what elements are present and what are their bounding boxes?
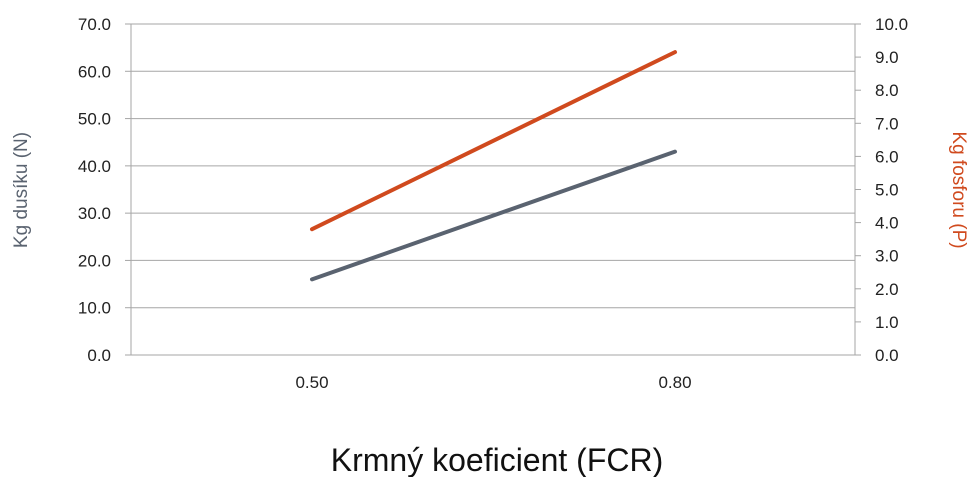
left-tick-label: 40.0 — [78, 157, 111, 176]
left-axis-ticks: 0.0 10.0 20.0 30.0 40.0 50.0 60.0 70.0 — [78, 15, 131, 365]
right-tick-label: 4.0 — [875, 214, 899, 233]
right-tick-label: 1.0 — [875, 313, 899, 332]
gridlines — [130, 23, 856, 356]
x-tick-label: 0.80 — [658, 373, 691, 392]
left-tick-label: 20.0 — [78, 251, 111, 270]
right-tick-label: 9.0 — [875, 48, 899, 67]
right-tick-label: 7.0 — [875, 114, 899, 133]
right-tick-label: 2.0 — [875, 280, 899, 299]
left-tick-label: 10.0 — [78, 299, 111, 318]
x-axis-title: Krmný koeficient (FCR) — [331, 442, 664, 477]
x-tick-label: 0.50 — [295, 373, 328, 392]
left-tick-label: 50.0 — [78, 110, 111, 129]
x-axis-ticks: 0.50 0.80 — [295, 373, 691, 392]
right-tick-label: 0.0 — [875, 346, 899, 365]
right-axis-ticks: 0.0 1.0 2.0 3.0 4.0 5.0 6.0 7.0 8.0 9.0 10.0 — [855, 15, 908, 365]
right-tick-label: 8.0 — [875, 81, 899, 100]
left-tick-label: 30.0 — [78, 204, 111, 223]
right-axis-title: Kg fosforu (P) — [948, 131, 969, 248]
right-tick-label: 5.0 — [875, 181, 899, 200]
left-tick-label: 60.0 — [78, 62, 111, 81]
left-tick-label: 70.0 — [78, 15, 111, 34]
right-tick-label: 10.0 — [875, 15, 908, 34]
series-line-nitrogen — [310, 149, 677, 282]
left-tick-label: 0.0 — [87, 346, 111, 365]
right-tick-label: 3.0 — [875, 247, 899, 266]
left-axis-title: Kg dusíku (N) — [11, 132, 32, 248]
right-tick-label: 6.0 — [875, 147, 899, 166]
series-lines — [310, 50, 677, 282]
series-line-phosphorus — [310, 50, 677, 232]
